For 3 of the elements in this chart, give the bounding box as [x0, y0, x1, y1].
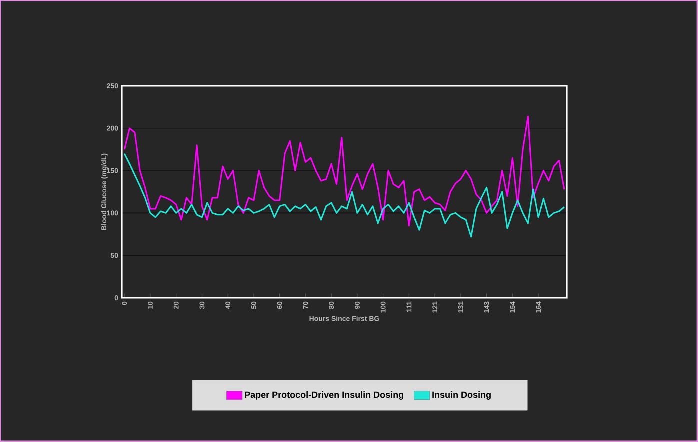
line-series: [124, 116, 566, 227]
legend-label: Insuin Dosing: [432, 392, 491, 400]
legend-label: Paper Protocol-Driven Insulin Dosing: [245, 392, 404, 400]
